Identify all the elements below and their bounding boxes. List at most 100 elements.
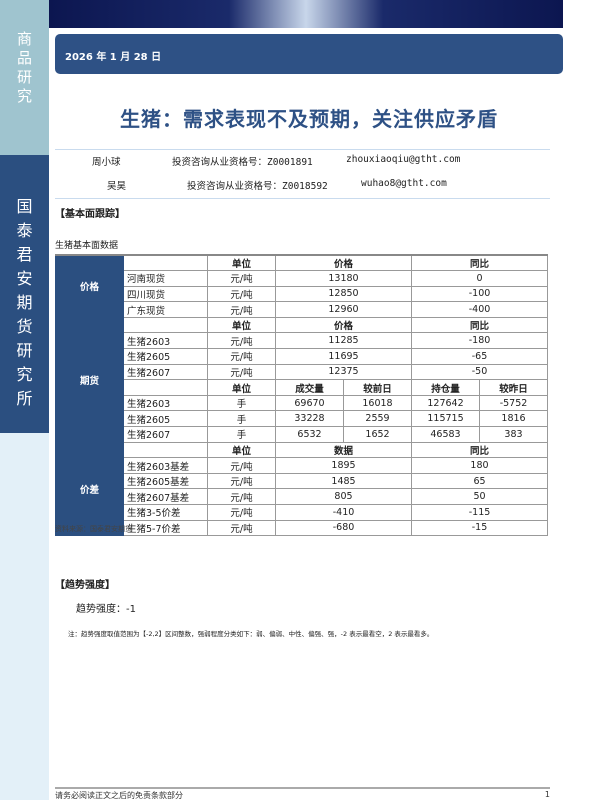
table-cell	[123, 316, 208, 334]
table-cell: 805	[275, 488, 412, 505]
trend-note: 注：趋势强度取值范围为【-2,2】区间整数，强弱程度分类如下：弱、偏弱、中性、偏…	[68, 630, 434, 638]
column-header: 同比	[411, 316, 548, 334]
table-cell: 33228	[275, 410, 344, 428]
table-row: 生猪2607 手 6532 1652 46583 383	[56, 426, 548, 443]
table-cell: 元/吨	[207, 363, 276, 381]
footer: 请务必阅读正文之后的免责条款部分 1	[55, 790, 550, 801]
table-title: 生猪基本面数据	[55, 241, 119, 251]
table-row: 生猪2605 手 33228 2559 115715 1816	[56, 410, 548, 428]
table-cell: 180	[411, 457, 548, 474]
author-cert: 投资咨询从业资格号：Z0001891	[172, 157, 313, 168]
table-cell: -100	[411, 285, 548, 303]
table-cell: -400	[411, 301, 548, 318]
table-cell: 11695	[275, 348, 412, 365]
table-cell: 65	[411, 472, 548, 490]
table-cell: 12375	[275, 363, 412, 381]
table-cell: -680	[275, 519, 412, 537]
table-cell: -65	[411, 348, 548, 365]
column-header: 持仓量	[411, 379, 480, 396]
table-cell: -5752	[479, 394, 548, 412]
table-cell: 383	[479, 426, 548, 443]
table-row: 生猪3-5价差 元/吨 -410 -115	[56, 504, 548, 521]
section-heading: 【趋势强度】	[55, 580, 115, 591]
table-row: 生猪2603 手 69670 16018 127642 -5752	[56, 394, 548, 412]
table-row: 河南现货 元/吨 13180 0	[56, 270, 548, 287]
table-row: 生猪2607 元/吨 12375 -50	[56, 363, 548, 381]
author-cert: 投资咨询从业资格号：Z0018592	[187, 181, 328, 192]
row-label: 生猪2605	[123, 410, 208, 428]
table-row: 生猪2607基差 元/吨 805 50	[56, 488, 548, 505]
sidebar-middle	[0, 155, 49, 433]
table-cell: 1485	[275, 472, 412, 490]
column-header: 单位	[207, 441, 276, 459]
table-header-row: 价差 单位 数据 同比	[55, 441, 548, 537]
table-cell: 127642	[411, 394, 480, 412]
column-header: 成交量	[275, 379, 344, 396]
row-label: 生猪2607基差	[123, 488, 208, 505]
column-header: 同比	[411, 254, 548, 272]
table-cell: 元/吨	[207, 457, 276, 474]
author-email[interactable]: wuhao8@gtht.com	[361, 178, 447, 189]
row-label: 生猪3-5价差	[123, 504, 208, 521]
table-cell: 0	[411, 270, 548, 287]
table-row: 生猪2605 元/吨 11695 -65	[56, 348, 548, 365]
column-header: 单位	[207, 254, 276, 272]
table-row: 生猪2603 元/吨 11285 -180	[56, 332, 548, 350]
table-cell: 6532	[275, 426, 344, 443]
table-cell: 元/吨	[207, 488, 276, 505]
table-cell: 16018	[343, 394, 412, 412]
table-cell: 元/吨	[207, 301, 276, 318]
sidebar-top-label: 商品研究	[16, 30, 32, 105]
section-heading: 【基本面跟踪】	[55, 209, 125, 220]
table-cell: 12850	[275, 285, 412, 303]
divider	[55, 149, 550, 150]
divider	[55, 198, 550, 199]
table-cell: 元/吨	[207, 285, 276, 303]
table-cell: 12960	[275, 301, 412, 318]
table-cell: 1652	[343, 426, 412, 443]
row-label: 生猪2607	[123, 426, 208, 443]
table-cell	[123, 379, 208, 396]
table-cell: 1816	[479, 410, 548, 428]
table-cell	[123, 254, 208, 272]
row-label: 生猪2603	[123, 332, 208, 350]
table-cell: 元/吨	[207, 472, 276, 490]
row-label: 生猪2605基差	[123, 472, 208, 490]
report-date: 2026 年 1 月 28 日	[65, 52, 162, 63]
header-banner	[49, 0, 563, 28]
source-note: 资料来源：国泰君安期货	[55, 525, 132, 533]
table-cell: -50	[411, 363, 548, 381]
column-header: 价格	[275, 316, 412, 334]
table-header-row: 期货 单位 价格 同比	[55, 316, 548, 443]
trend-strength: 趋势强度：-1	[76, 604, 136, 615]
row-label: 生猪2607	[123, 363, 208, 381]
table-cell: 手	[207, 426, 276, 443]
table-cell: 2559	[343, 410, 412, 428]
footer-line	[55, 787, 550, 789]
table-header-row: 单位 成交量 较前日 持仓量 较昨日	[56, 379, 548, 396]
table-cell: 1895	[275, 457, 412, 474]
table-row: 广东现货 元/吨 12960 -400	[56, 301, 548, 318]
author-name: 周小球	[92, 157, 121, 168]
row-label: 生猪5-7价差	[123, 519, 208, 537]
page-number: 1	[544, 790, 550, 799]
author-email[interactable]: zhouxiaoqiu@gtht.com	[346, 154, 461, 165]
table-row: 生猪5-7价差 元/吨 -680 -15	[56, 519, 548, 537]
sidebar-top	[0, 0, 49, 155]
date-bar: 2026 年 1 月 28 日	[55, 34, 563, 74]
category-spread: 价差	[55, 441, 124, 537]
table-cell: 元/吨	[207, 270, 276, 287]
row-label: 河南现货	[123, 270, 208, 287]
table-cell: 元/吨	[207, 348, 276, 365]
table-cell: 46583	[411, 426, 480, 443]
table-cell: -15	[411, 519, 548, 537]
table-cell: 手	[207, 410, 276, 428]
category-price: 价格	[55, 254, 124, 318]
category-futures: 期货	[55, 316, 124, 443]
column-header: 较昨日	[479, 379, 548, 396]
row-label: 生猪2603	[123, 394, 208, 412]
column-header: 价格	[275, 254, 412, 272]
column-header: 单位	[207, 316, 276, 334]
table-cell: 11285	[275, 332, 412, 350]
table-cell: 50	[411, 488, 548, 505]
